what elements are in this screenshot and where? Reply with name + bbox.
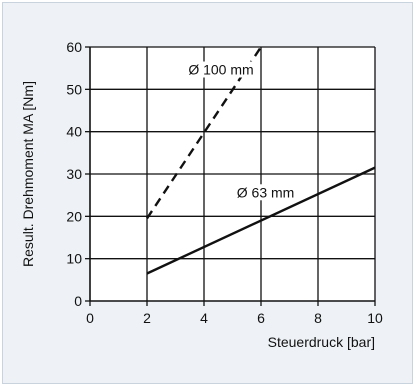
x-tick-label: 4 (200, 310, 208, 326)
y-tick-label: 10 (66, 251, 82, 267)
series-line-2 (146, 166, 376, 275)
x-axis-label: Steuerdruck [bar] (268, 334, 375, 350)
series-label-bg (186, 61, 256, 78)
x-tick-label: 10 (367, 310, 383, 326)
torque-chart: 0 2 4 6 8 10 0 10 20 30 40 50 60 Steuerdruck [bar] R… (20, 39, 383, 350)
y-tick-label: 50 (66, 81, 82, 97)
y-tick-label: 30 (66, 166, 82, 182)
series-label-bg (234, 184, 297, 201)
chart-panel: 0 2 4 6 8 10 0 10 20 30 40 50 60 Steuerdruck [bar] R… (2, 2, 413, 384)
y-tick-label: 0 (74, 293, 82, 309)
y-tick-label: 20 (66, 208, 82, 224)
axes (85, 46, 376, 306)
x-tick-label: 6 (257, 310, 265, 326)
x-tick-label: 8 (314, 310, 322, 326)
x-tick-label: 0 (86, 310, 94, 326)
series-label-2: Ø 63 mm (237, 184, 295, 200)
series-label-1: Ø 100 mm (188, 62, 253, 78)
tick-labels: 0 2 4 6 8 10 0 10 20 30 40 50 60 (66, 39, 383, 326)
y-tick-label: 60 (66, 39, 82, 55)
x-tick-label: 2 (143, 310, 151, 326)
y-tick-label: 40 (66, 124, 82, 140)
series-labels: Ø 100 mm Ø 63 mm (186, 61, 297, 201)
y-axis-label: Result. Drehmoment MA [Nm] (20, 81, 36, 267)
